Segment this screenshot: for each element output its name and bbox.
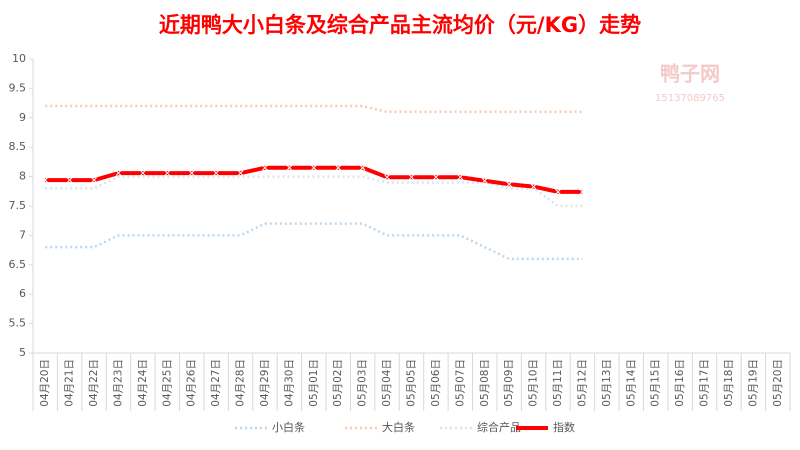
x-tick-label: 05月17日 <box>699 359 711 407</box>
x-tick-label: 05月05日 <box>406 359 418 407</box>
y-tick-label: 8 <box>19 170 26 183</box>
point-marker <box>42 177 49 183</box>
series-line <box>45 175 583 208</box>
point-marker <box>506 181 513 188</box>
x-tick-label: 04月29日 <box>259 359 271 407</box>
point-marker <box>433 174 439 181</box>
x-tick-label: 05月12日 <box>576 359 588 407</box>
point-marker <box>579 189 586 195</box>
point-marker <box>115 170 122 176</box>
legend-label: 小白条 <box>272 420 305 434</box>
y-tick-label: 9.5 <box>9 81 27 94</box>
x-tick-label: 05月16日 <box>674 359 686 407</box>
x-tick-label: 05月06日 <box>430 359 442 407</box>
x-tick-label: 05月15日 <box>650 359 662 407</box>
x-tick-label: 05月10日 <box>528 359 540 407</box>
point-marker <box>66 177 73 183</box>
point-marker <box>481 177 488 184</box>
x-tick-label: 05月08日 <box>479 359 491 407</box>
point-marker <box>286 164 293 171</box>
x-tick-label: 04月22日 <box>88 359 100 407</box>
legend-label: 综合产品 <box>477 420 521 434</box>
x-tick-label: 05月19日 <box>747 359 759 407</box>
x-tick-label: 05月09日 <box>503 359 515 407</box>
x-tick-label: 04月30日 <box>283 359 295 407</box>
x-tick-label: 05月11日 <box>552 359 564 407</box>
x-tick-label: 05月14日 <box>625 359 637 407</box>
x-tick-label: 05月20日 <box>772 359 784 407</box>
point-marker <box>310 164 317 171</box>
y-tick-label: 6.5 <box>9 258 27 271</box>
point-marker <box>237 170 244 176</box>
y-tick-label: 8.5 <box>9 140 27 153</box>
legend-label: 大白条 <box>382 420 415 434</box>
x-tick-label: 04月25日 <box>161 359 173 407</box>
y-tick-label: 7 <box>19 228 26 241</box>
series-line <box>45 165 583 194</box>
point-marker <box>408 174 415 181</box>
point-marker <box>335 164 342 171</box>
legend-label: 指数 <box>553 420 575 434</box>
x-tick-label: 05月02日 <box>332 359 344 407</box>
y-tick-label: 7.5 <box>9 199 27 212</box>
x-tick-label: 04月28日 <box>235 359 247 407</box>
point-marker <box>359 164 366 171</box>
x-tick-label: 04月24日 <box>137 359 149 407</box>
point-marker <box>555 189 561 195</box>
y-tick-label: 9 <box>19 111 26 124</box>
watermark-phone: 15137089765 <box>655 93 725 104</box>
point-marker <box>140 170 146 176</box>
x-tick-label: 04月26日 <box>186 359 198 407</box>
point-marker <box>262 164 268 171</box>
x-tick-label: 04月20日 <box>39 359 51 407</box>
watermark: 鸭子网 <box>660 62 720 86</box>
x-tick-label: 05月01日 <box>308 359 320 407</box>
point-marker <box>457 174 464 181</box>
point-marker <box>188 170 195 176</box>
x-tick-label: 05月07日 <box>454 359 466 407</box>
x-tick-label: 05月03日 <box>357 359 369 407</box>
point-marker <box>530 183 537 190</box>
series-line <box>45 222 583 261</box>
point-marker <box>91 177 97 183</box>
series-line <box>45 104 583 114</box>
chart-title: 近期鸭大小白条及综合产品主流均价（元/KG）走势 <box>159 13 641 37</box>
point-marker <box>384 174 390 181</box>
y-tick-label: 6 <box>19 287 26 300</box>
y-tick-label: 5.5 <box>9 317 27 330</box>
x-tick-label: 05月18日 <box>723 359 735 407</box>
x-tick-label: 05月13日 <box>601 359 613 407</box>
point-marker <box>164 170 171 176</box>
x-tick-label: 04月23日 <box>112 359 124 407</box>
x-tick-label: 05月04日 <box>381 359 393 407</box>
y-tick-label: 5 <box>19 346 26 359</box>
x-tick-label: 04月21日 <box>64 359 76 407</box>
y-tick-label: 10 <box>12 52 26 65</box>
point-marker <box>213 170 219 176</box>
x-tick-label: 04月27日 <box>210 359 222 407</box>
